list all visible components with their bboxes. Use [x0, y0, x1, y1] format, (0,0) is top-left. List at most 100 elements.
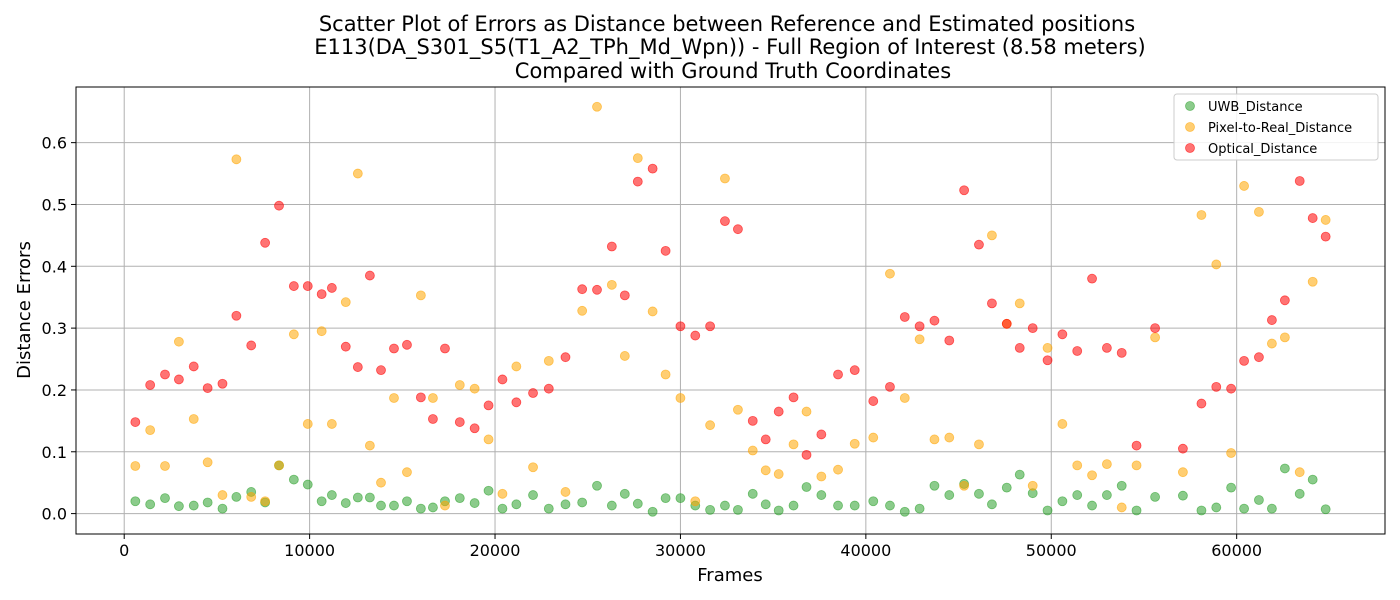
data-point — [849, 365, 860, 376]
data-point — [619, 290, 630, 301]
data-point — [974, 439, 984, 450]
data-point — [987, 230, 997, 241]
data-point — [1101, 459, 1112, 470]
data-point — [274, 460, 284, 471]
data-point — [760, 434, 771, 445]
data-point — [660, 245, 671, 256]
data-point — [340, 498, 351, 508]
data-point — [428, 393, 438, 403]
data-point — [497, 503, 508, 514]
data-point — [340, 297, 351, 308]
data-point — [352, 492, 363, 503]
data-point — [145, 499, 156, 510]
data-point — [747, 415, 758, 426]
data-point — [1116, 502, 1127, 513]
data-point — [1266, 503, 1277, 514]
data-point — [454, 493, 465, 504]
data-point — [974, 488, 984, 499]
data-point — [1279, 332, 1290, 343]
y-tick-label: 0.2 — [42, 381, 67, 400]
data-point — [202, 497, 213, 508]
data-point — [944, 335, 955, 346]
data-point — [801, 482, 812, 492]
data-point — [543, 503, 554, 514]
data-point — [469, 423, 480, 434]
data-point — [188, 500, 199, 511]
data-point — [690, 330, 701, 341]
data-point — [1279, 463, 1290, 474]
x-tick-label: 30000 — [655, 541, 706, 560]
data-point — [1307, 213, 1318, 223]
data-point — [606, 241, 617, 252]
data-point — [632, 498, 643, 509]
x-axis-label: Frames — [697, 565, 762, 586]
data-point — [288, 281, 299, 291]
data-point — [440, 343, 450, 354]
series-uwb-distance — [130, 460, 1331, 517]
data-point — [188, 414, 199, 424]
data-point — [1057, 329, 1068, 340]
x-tick-label: 50000 — [1026, 541, 1077, 560]
data-point — [560, 487, 571, 497]
data-point — [174, 374, 184, 385]
data-point — [1211, 259, 1222, 270]
data-point — [415, 503, 426, 514]
data-point — [1239, 181, 1249, 191]
data-point — [760, 465, 771, 476]
data-point — [773, 406, 784, 417]
data-point — [1307, 474, 1318, 485]
data-point — [316, 326, 327, 337]
data-points — [130, 101, 1331, 517]
x-tick-label: 0 — [119, 541, 129, 560]
data-point — [402, 467, 412, 478]
data-point — [246, 340, 257, 351]
data-point — [705, 420, 716, 431]
data-point — [352, 168, 363, 179]
data-point — [1131, 440, 1142, 451]
data-point — [454, 417, 465, 427]
data-point — [428, 502, 438, 513]
data-point — [885, 500, 895, 511]
data-point — [1196, 505, 1207, 516]
data-point — [1254, 495, 1264, 505]
data-point — [1320, 215, 1331, 225]
y-tick-label: 0.0 — [42, 505, 67, 524]
x-tick-label: 10000 — [284, 541, 335, 560]
data-point — [1320, 231, 1331, 242]
data-point — [1254, 206, 1264, 217]
data-point — [511, 397, 522, 408]
data-point — [260, 237, 271, 248]
data-point — [402, 339, 412, 350]
data-point — [760, 499, 771, 510]
data-point — [1101, 490, 1112, 500]
data-point — [1279, 295, 1290, 306]
data-point — [1014, 469, 1025, 480]
legend-label: Optical_Distance — [1208, 142, 1317, 157]
data-point — [944, 432, 955, 443]
data-point — [560, 499, 571, 510]
data-point — [217, 503, 228, 514]
data-point — [914, 334, 925, 345]
data-point — [606, 500, 617, 511]
data-point — [376, 365, 386, 376]
data-point — [511, 361, 522, 372]
data-point — [690, 496, 701, 507]
data-point — [145, 380, 156, 390]
data-point — [577, 284, 588, 295]
data-point — [720, 216, 730, 227]
data-point — [868, 396, 879, 406]
data-point — [528, 462, 538, 473]
data-point — [833, 500, 843, 511]
data-point — [705, 321, 716, 332]
data-point — [246, 492, 257, 502]
x-axis-ticks: 0 10000 20000 30000 40000 50000 60000 — [119, 534, 1262, 560]
data-point — [497, 374, 508, 385]
legend-box — [1173, 93, 1379, 161]
x-tick-label: 40000 — [840, 541, 891, 560]
data-point — [592, 101, 602, 112]
data-point — [483, 485, 494, 496]
data-point — [389, 500, 399, 511]
data-point — [899, 312, 910, 322]
data-point — [1226, 383, 1237, 394]
